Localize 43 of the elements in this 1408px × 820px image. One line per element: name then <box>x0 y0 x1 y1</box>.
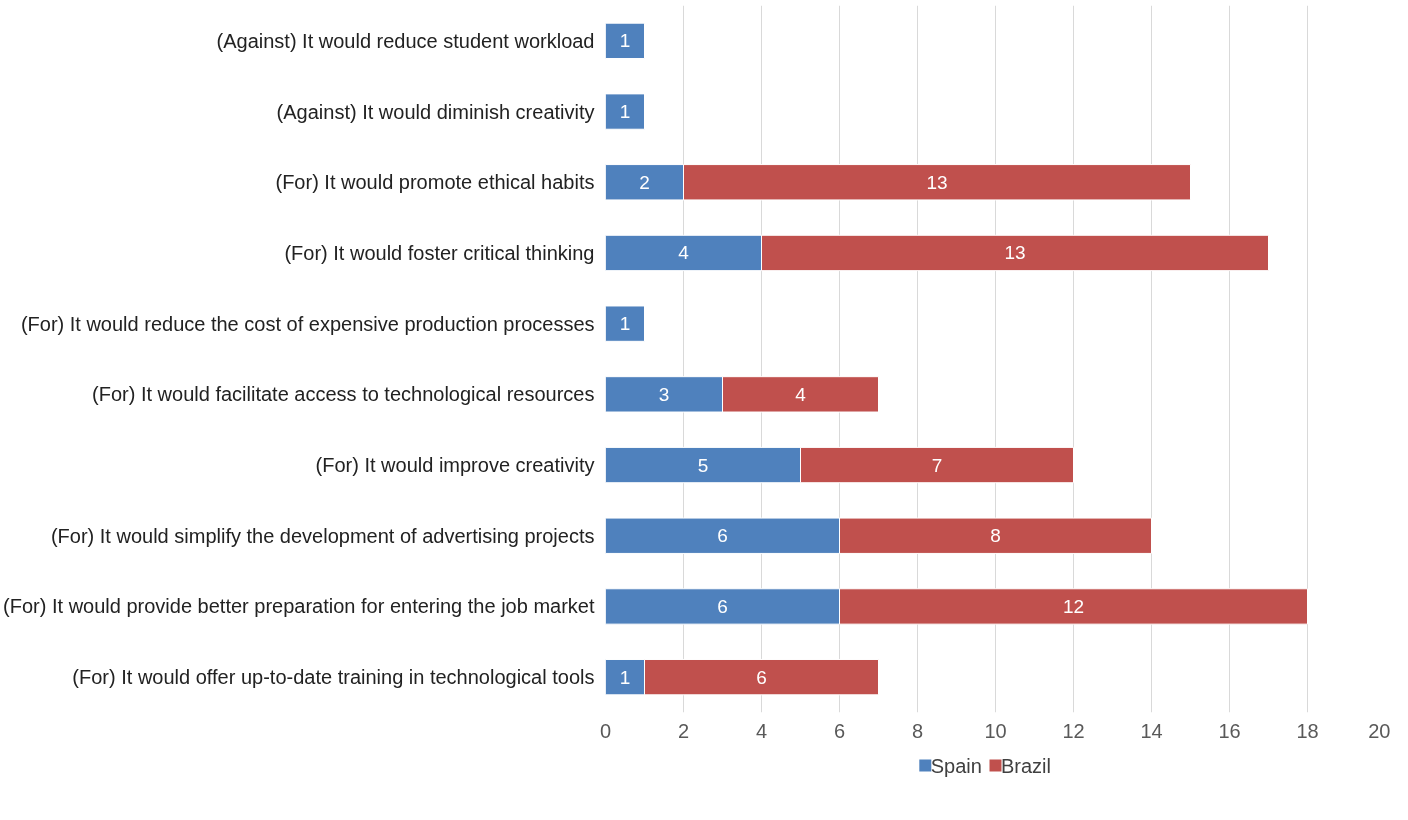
data-label: 12 <box>1062 595 1085 617</box>
data-label: 3 <box>658 383 670 405</box>
data-label: 1 <box>619 313 631 335</box>
data-label: 4 <box>678 242 690 264</box>
y-tick-label: (For) It would offer up-to-date training in technological tools <box>72 666 595 689</box>
data-label: 5 <box>697 454 709 476</box>
data-label: 1 <box>619 666 631 688</box>
x-tick-label: 8 <box>911 719 924 742</box>
data-label: 7 <box>931 454 943 476</box>
legend-label: Spain <box>930 754 982 777</box>
data-label: 8 <box>990 525 1001 547</box>
x-tick-label: 10 <box>984 719 1007 742</box>
x-tick-label: 18 <box>1296 719 1319 742</box>
x-tick-label: 2 <box>677 719 690 742</box>
y-tick-label: (For) It would promote ethical habits <box>275 171 595 194</box>
data-label: 6 <box>756 666 767 688</box>
bar <box>605 93 645 130</box>
x-tick-label: 0 <box>599 719 612 742</box>
x-tick-label: 14 <box>1140 719 1163 742</box>
y-tick-label: (For) It would provide better preparation for entering the job market <box>3 595 595 618</box>
y-tick-label: (For) It would facilitate access to technological resources <box>92 383 595 406</box>
x-tick-label: 20 <box>1368 719 1391 742</box>
x-tick-label: 16 <box>1218 719 1241 742</box>
data-label: 2 <box>639 171 650 193</box>
y-tick-label: (For) It would foster critical thinking <box>284 241 595 264</box>
y-tick-label: (For) It would reduce the cost of expensive production processes <box>20 312 595 335</box>
y-tick-label: (For) It would simplify the development of advertising projects <box>50 524 595 547</box>
x-tick-label: 4 <box>755 719 768 742</box>
data-label: 6 <box>717 525 728 547</box>
legend-label: Brazil <box>1000 754 1051 777</box>
data-label: 13 <box>926 171 948 193</box>
data-label: 1 <box>619 101 631 123</box>
x-tick-label: 6 <box>833 719 846 742</box>
y-tick-label: (Against) It would reduce student workload <box>216 29 595 52</box>
bar <box>605 305 645 342</box>
x-tick-label: 12 <box>1062 719 1085 742</box>
y-tick-label: (Against) It would diminish creativity <box>276 100 595 123</box>
data-label: 1 <box>619 30 631 52</box>
data-label: 13 <box>1004 242 1026 264</box>
bar <box>605 22 645 60</box>
data-label: 6 <box>717 595 728 617</box>
y-tick-label: (For) It would improve creativity <box>315 454 595 477</box>
data-label: 4 <box>795 383 807 405</box>
